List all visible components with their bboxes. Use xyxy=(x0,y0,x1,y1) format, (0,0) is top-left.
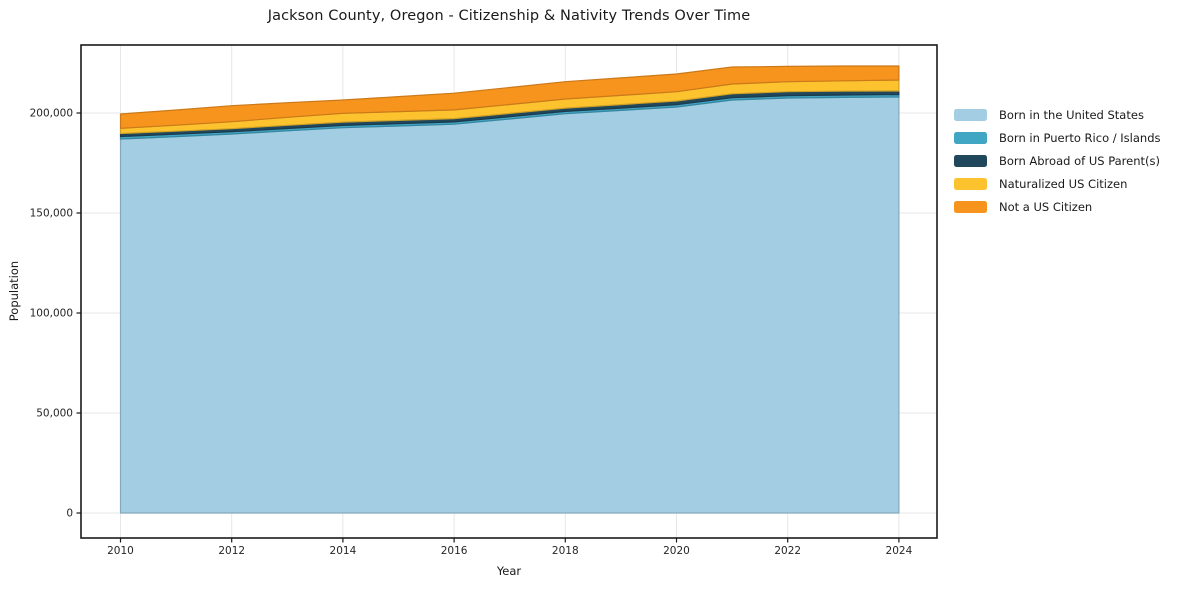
legend-swatch-naturalized-us-citizen xyxy=(954,177,987,190)
y-tick-label-100,000: 100,000 xyxy=(30,308,73,320)
x-tick-label-2024: 2024 xyxy=(886,545,913,557)
y-tick-label-200,000: 200,000 xyxy=(30,108,73,120)
legend-swatch-born-abroad-of-us-parent-s xyxy=(954,154,987,167)
y-axis-label: Population xyxy=(7,260,21,322)
area-born-in-the-united-states xyxy=(119,96,900,514)
x-tick-label-2012: 2012 xyxy=(218,545,245,557)
x-tick-label-2018: 2018 xyxy=(552,545,579,557)
x-tick-label-2016: 2016 xyxy=(441,545,468,557)
y-tick-label-0: 0 xyxy=(66,508,73,520)
x-tick-label-2020: 2020 xyxy=(663,545,690,557)
y-tick-label-150,000: 150,000 xyxy=(30,208,73,220)
legend-swatch-born-in-puerto-rico-islands xyxy=(954,131,987,144)
x-tick-label-2010: 2010 xyxy=(107,545,134,557)
plot-border xyxy=(80,44,938,539)
legend-label-naturalized-us-citizen: Naturalized US Citizen xyxy=(999,176,1128,191)
legend-label-born-abroad-of-us-parent-s: Born Abroad of US Parent(s) xyxy=(999,153,1160,168)
legend-swatch-born-in-the-united-states xyxy=(954,108,987,121)
y-tick-label-50,000: 50,000 xyxy=(36,408,73,420)
legend-label-born-in-puerto-rico-islands: Born in Puerto Rico / Islands xyxy=(999,130,1161,145)
legend-item-born-abroad-of-us-parent-s: Born Abroad of US Parent(s) xyxy=(954,149,1161,172)
legend: Born in the United States Born in Puerto … xyxy=(954,103,1161,218)
x-tick-label-2022: 2022 xyxy=(774,545,801,557)
x-tick-label-2014: 2014 xyxy=(330,545,357,557)
legend-item-not-a-us-citizen: Not a US Citizen xyxy=(954,195,1161,218)
legend-item-naturalized-us-citizen: Naturalized US Citizen xyxy=(954,172,1161,195)
legend-item-born-in-puerto-rico-islands: Born in Puerto Rico / Islands xyxy=(954,126,1161,149)
legend-item-born-in-the-united-states: Born in the United States xyxy=(954,103,1161,126)
area-not-a-us-citizen xyxy=(119,65,900,129)
chart-title: Jackson County, Oregon - Citizenship & N… xyxy=(267,8,751,24)
legend-label-not-a-us-citizen: Not a US Citizen xyxy=(999,199,1093,214)
legend-label-born-in-the-united-states: Born in the United States xyxy=(999,107,1144,122)
x-axis-label: Year xyxy=(496,564,522,578)
legend-swatch-not-a-us-citizen xyxy=(954,200,987,213)
